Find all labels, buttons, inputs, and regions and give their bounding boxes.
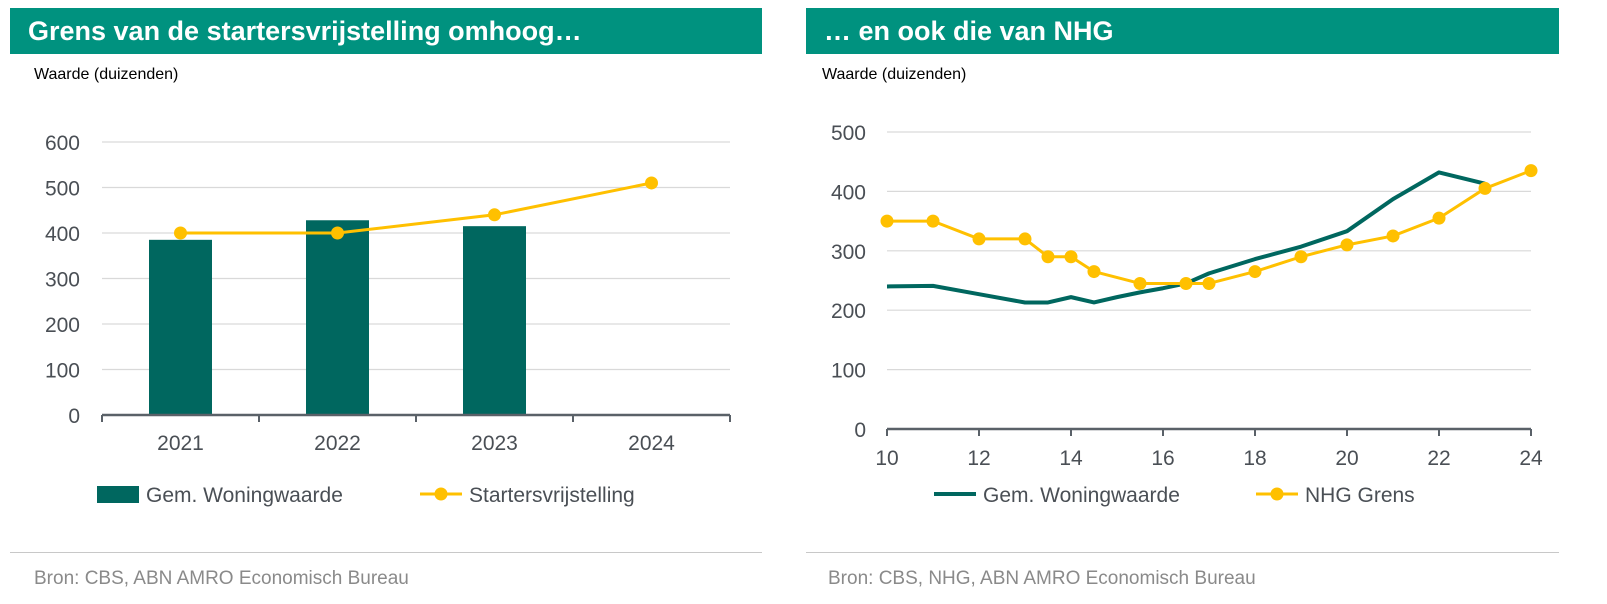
left-y-tick-label: 0: [68, 405, 80, 428]
right-x-tick-label: 22: [1427, 447, 1450, 470]
right-x-tick-label: 16: [1151, 447, 1174, 470]
right-x-tick-label: 20: [1335, 447, 1358, 470]
left-x-tick-label: 2024: [628, 432, 675, 455]
right-x-tick-label: 24: [1519, 447, 1543, 470]
right-line-point: [1433, 212, 1446, 225]
left-x-tick-label: 2023: [471, 432, 518, 455]
left-bar: [149, 240, 212, 415]
charts-canvas: 01002003004005006002021 2022 2023 2024Gem. …: [0, 0, 1607, 604]
right-line-point: [1479, 182, 1492, 195]
right-line-point: [1134, 277, 1147, 290]
right-legend-swatch-marker: [1271, 488, 1284, 501]
left-x-tick-label: 2021: [157, 432, 204, 455]
left-line-point: [645, 176, 658, 189]
right-x-tick-label: 14: [1059, 447, 1083, 470]
right-y-tick-label: 0: [854, 419, 866, 442]
left-bar: [463, 226, 526, 415]
left-legend-swatch-bar: [97, 486, 139, 503]
right-line-point: [1525, 164, 1538, 177]
right-line-point: [1387, 229, 1400, 242]
left-y-tick-label: 500: [45, 178, 80, 201]
right-line-point: [973, 232, 986, 245]
left-line-point: [331, 227, 344, 240]
left-legend-swatch-marker: [435, 488, 448, 501]
right-line-point: [1203, 277, 1216, 290]
left-line-point: [174, 227, 187, 240]
left-y-tick-label: 300: [45, 269, 80, 292]
right-y-tick-label: 200: [831, 300, 866, 323]
right-line-point: [927, 215, 940, 228]
right-legend-label-yellow: NHG Grens: [1305, 484, 1415, 507]
left-y-tick-label: 100: [45, 360, 80, 383]
left-line-point: [488, 208, 501, 221]
right-x-tick-label: 10: [875, 447, 898, 470]
left-legend-label-bar: Gem. Woningwaarde: [146, 484, 343, 507]
right-y-tick-label: 100: [831, 360, 866, 383]
right-line-point: [1341, 238, 1354, 251]
right-line-point: [1088, 265, 1101, 278]
left-bar: [306, 220, 369, 415]
left-x-tick-label: 2022: [314, 432, 361, 455]
right-x-tick-label: 18: [1243, 447, 1266, 470]
right-legend-label-green: Gem. Woningwaarde: [983, 484, 1180, 507]
left-y-tick-label: 600: [45, 132, 80, 155]
right-line-point: [1019, 232, 1032, 245]
right-line-point: [1042, 250, 1055, 263]
left-y-tick-label: 200: [45, 314, 80, 337]
right-y-tick-label: 300: [831, 241, 866, 264]
left-legend-label-line: Startersvrijstelling: [469, 484, 635, 507]
right-y-tick-label: 500: [831, 122, 866, 145]
right-y-tick-label: 400: [831, 181, 866, 204]
right-line-point: [1295, 250, 1308, 263]
left-line-startersvrijstelling: [181, 183, 652, 233]
left-y-tick-label: 400: [45, 223, 80, 246]
right-line-point: [1180, 277, 1193, 290]
right-x-tick-label: 12: [967, 447, 990, 470]
right-line-nhg-grens: [887, 171, 1531, 284]
right-line-point: [1065, 250, 1078, 263]
right-line-point: [1249, 265, 1262, 278]
right-line-point: [881, 215, 894, 228]
